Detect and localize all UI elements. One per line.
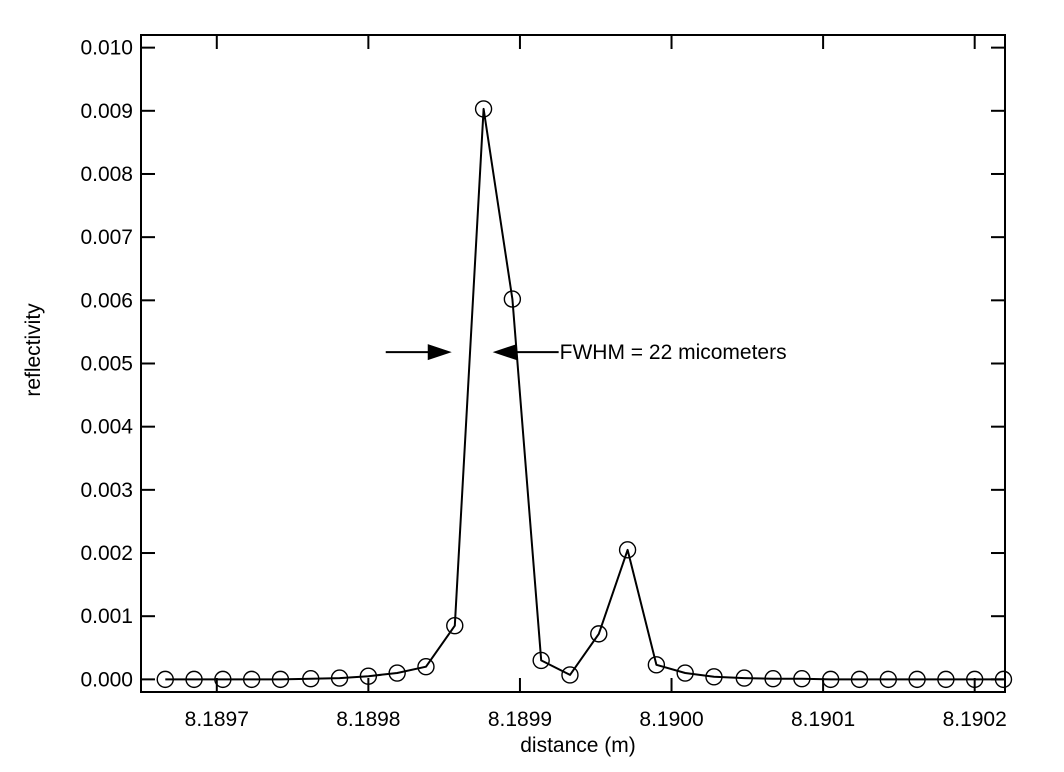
series-layer [156, 100, 1013, 689]
data-point [359, 667, 378, 685]
data-point [618, 541, 637, 559]
data-point [474, 100, 493, 118]
series-line [165, 107, 1004, 681]
data-point [590, 625, 608, 643]
y-axis-title: reflectivity [22, 303, 45, 397]
data-point [676, 664, 694, 682]
x-axis-title: distance (m) [520, 734, 636, 757]
data-point [735, 669, 753, 687]
y-tick-label: 0.001 [80, 605, 133, 628]
data-point [561, 666, 579, 684]
data-point [185, 670, 203, 689]
y-tick-label: 0.000 [80, 668, 133, 691]
data-point [994, 670, 1013, 689]
x-tick-label: 8.1902 [943, 708, 1007, 731]
data-point [879, 670, 897, 689]
y-tick-label: 0.005 [80, 353, 133, 376]
data-point [821, 670, 840, 689]
y-tick-label: 0.006 [80, 289, 133, 312]
data-point [214, 670, 232, 689]
data-point [937, 670, 955, 689]
data-point [503, 290, 522, 308]
x-tick-label: 8.1897 [185, 708, 249, 731]
data-point [908, 670, 926, 689]
y-tick-label: 0.008 [80, 163, 133, 186]
x-tick-labels: 8.1897 8.1898 8.1899 8.1900 8.1901 8.1902 [185, 708, 1007, 731]
data-point [417, 658, 435, 676]
y-tick-label: 0.002 [80, 542, 133, 565]
data-point [850, 670, 869, 689]
y-tick-labels: 0.000 0.001 0.002 0.003 0.004 0.005 0.006 0.007… [80, 37, 133, 692]
data-point [156, 670, 174, 689]
y-tick-label: 0.010 [80, 37, 133, 60]
x-tick-label: 8.1899 [488, 708, 552, 731]
data-point [302, 670, 320, 688]
axis-ticks [141, 35, 1005, 692]
x-tick-label: 8.1900 [639, 708, 703, 731]
data-point [764, 670, 782, 688]
data-point [705, 668, 723, 686]
data-point [532, 651, 550, 670]
fwhm-arrow-left-head [427, 344, 452, 361]
data-point [271, 670, 290, 689]
x-tick-label: 8.1901 [791, 708, 855, 731]
x-tick-label: 8.1898 [336, 708, 400, 731]
data-point [388, 664, 406, 682]
y-tick-label: 0.009 [80, 100, 133, 123]
fwhm-annotation-text: FWHM = 22 micometers [560, 341, 787, 364]
annotation-layer: FWHM = 22 micometers [385, 341, 787, 364]
y-tick-label: 0.004 [80, 416, 133, 439]
fwhm-arrow-right-head [492, 344, 517, 361]
data-point [446, 616, 464, 635]
data-point [242, 670, 261, 689]
y-tick-label: 0.007 [80, 226, 133, 249]
data-point [965, 670, 984, 689]
data-point [330, 669, 349, 687]
data-point [793, 670, 811, 688]
data-point [647, 656, 666, 674]
y-tick-label: 0.003 [80, 479, 133, 502]
